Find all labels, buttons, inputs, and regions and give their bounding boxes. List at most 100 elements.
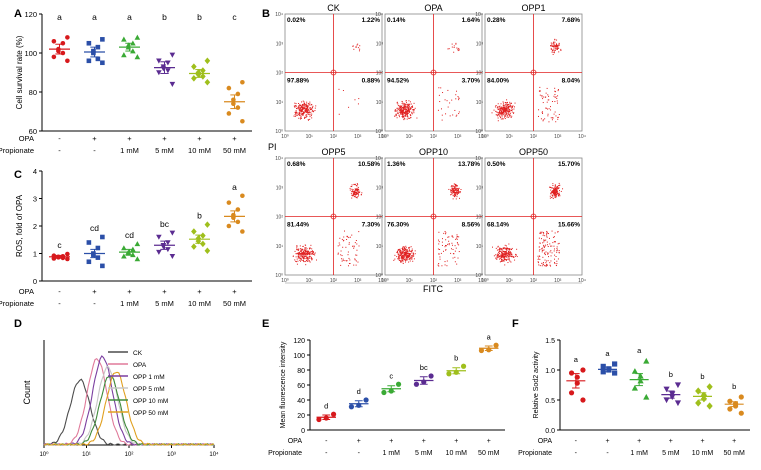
event-dot [493,255,495,257]
event-dot [409,258,411,260]
event-dot [503,113,505,115]
event-dot [510,252,512,254]
event-dot [298,106,300,108]
event-dot [351,197,353,199]
event-dot [304,254,306,256]
row-value: + [127,134,132,143]
event-dot [506,249,508,251]
event-dot [452,186,454,188]
significance-letter: c [57,240,62,250]
event-dot [303,111,305,113]
event-dot [297,106,299,108]
event-dot [552,236,554,238]
event-dot [550,193,552,195]
event-dot [454,192,456,194]
event-dot [452,188,454,190]
event-dot [299,104,301,106]
event-dot [501,112,503,114]
event-dot [302,114,304,116]
event-dot [546,236,548,238]
event-dot [404,251,406,253]
x-tick-label: 10⁰ [281,278,289,284]
data-point [727,398,733,404]
event-dot [555,47,557,49]
event-dot [297,248,299,250]
event-dot [555,194,557,196]
event-dot [403,111,405,113]
event-dot [456,90,458,92]
event-dot [553,52,555,54]
event-dot [295,113,297,115]
event-dot [555,197,557,199]
event-dot [315,105,317,107]
event-dot [301,110,303,112]
event-dot [504,106,506,108]
event-dot [311,251,313,253]
data-point [226,223,232,229]
row-value: - [58,134,61,143]
event-dot [457,96,459,98]
event-dot [544,253,546,255]
row-label-propionate: Propionate [518,450,552,457]
event-dot [404,252,406,254]
row-value: 50 mM [223,146,246,155]
event-dot [556,193,558,195]
row-value: + [454,438,458,445]
significance-letter: a [127,12,132,22]
event-dot [539,231,541,233]
event-dot [438,231,440,233]
event-dot [309,101,311,103]
event-dot [553,245,555,247]
event-dot [456,237,458,239]
event-dot [511,249,513,251]
data-point [169,230,176,236]
event-dot [401,112,403,114]
data-point [631,384,638,391]
event-dot [555,187,557,189]
event-dot [298,114,300,116]
event-dot [301,250,303,252]
quadrant-lr: 3.70% [462,78,481,85]
event-dot [454,187,456,189]
data-point [674,400,682,407]
event-dot [452,198,454,200]
event-dot [407,115,409,117]
event-dot [294,114,296,116]
event-dot [553,193,555,195]
event-dot [546,264,548,266]
event-dot [553,113,555,115]
event-dot [447,243,449,245]
event-dot [357,261,359,263]
event-dot [457,48,459,50]
event-dot [298,110,300,112]
event-dot [537,258,539,260]
event-dot [302,251,304,253]
x-tick-label: 10⁴ [209,451,219,458]
y-tick-label: 10⁴ [375,12,383,18]
event-dot [437,264,439,266]
event-dot [447,106,449,108]
event-dot [501,248,503,250]
event-dot [304,108,306,110]
row-value: + [92,287,97,296]
event-dot [500,260,502,262]
event-dot [452,195,454,197]
plot-title: OPP5 [321,147,345,157]
data-point [600,369,606,375]
event-dot [452,257,454,259]
event-dot [401,257,403,259]
event-dot [398,253,400,255]
event-dot [397,248,399,250]
event-dot [505,248,507,250]
event-dot [302,106,304,108]
event-dot [506,102,508,104]
row-value: 10 mM [692,450,714,457]
y-axis-label: Cell survival rate (%) [15,35,24,109]
event-dot [402,246,404,248]
event-dot [408,250,410,252]
event-dot [412,254,414,256]
event-dot [400,110,402,112]
data-point [631,368,638,374]
event-dot [496,255,498,257]
row-value: 50 mM [478,450,500,457]
